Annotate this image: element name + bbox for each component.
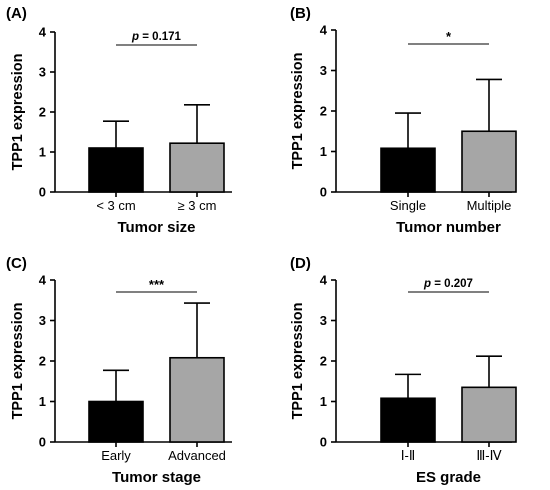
panel-b: (B) 0 1 2 3 4 TPP1 expression Single Multiple Tum… (290, 5, 517, 236)
x-axis-label-c: Tumor stage (112, 469, 201, 486)
y-tick-label-b: 0 (320, 185, 327, 200)
category-label-b-1: Single (390, 198, 426, 213)
y-tick-label-d: 2 (320, 354, 327, 369)
y-tick-label-a: 4 (39, 25, 47, 40)
category-label-d-1: Ⅰ-Ⅱ (401, 448, 416, 463)
y-tick-label-c: 3 (39, 313, 46, 328)
y-tick-label-d: 4 (320, 273, 328, 288)
y-tick-label-b: 1 (320, 144, 327, 159)
p-value-d: p = 0.207 (423, 278, 473, 290)
y-tick-label-a: 0 (39, 185, 46, 200)
category-label-a-2: ≥ 3 cm (178, 198, 217, 213)
bar-c-1 (88, 400, 144, 443)
panel-a: (A) 0 1 2 3 4 TPP1 expression < 3 cm ≥ 3 cm Tumor… (6, 5, 232, 236)
y-tick-label-b: 2 (320, 104, 327, 119)
panel-d: (D) 0 1 2 3 4 TPP1 expression Ⅰ-Ⅱ Ⅲ-Ⅳ ES grade p =… (290, 255, 517, 486)
category-label-b-2: Multiple (467, 198, 512, 213)
y-tick-label-a: 1 (39, 145, 46, 160)
panel-label-a: (A) (6, 5, 27, 22)
bar-d-2 (461, 386, 517, 443)
y-axis-label-d: TPP1 expression (290, 303, 306, 420)
y-axis-label-a: TPP1 expression (10, 54, 26, 171)
y-axis-label-b: TPP1 expression (290, 53, 306, 170)
y-tick-label-c: 1 (39, 394, 46, 409)
category-label-c-1: Early (101, 448, 131, 463)
panel-c: (C) 0 1 2 3 4 TPP1 expression Early Advanced Tumo… (6, 255, 232, 486)
p-value-symbol-d: p (423, 278, 431, 290)
y-tick-label-d: 3 (320, 313, 327, 328)
x-axis-label-a: Tumor size (117, 219, 195, 236)
y-tick-label-a: 3 (39, 65, 46, 80)
p-value-symbol-a: p (131, 31, 139, 43)
y-tick-label-b: 3 (320, 63, 327, 78)
panel-label-c: (C) (6, 255, 27, 272)
bar-a-1 (88, 147, 144, 193)
y-tick-label-d: 1 (320, 394, 327, 409)
panel-label-d: (D) (290, 255, 311, 272)
panel-label-b: (B) (290, 5, 311, 22)
bar-c-2 (169, 356, 225, 443)
y-axis-label-c: TPP1 expression (10, 303, 26, 420)
p-value-text-d: = 0.207 (431, 278, 473, 290)
y-tick-label-a: 2 (39, 105, 46, 120)
p-value-text-a: = 0.171 (139, 31, 181, 43)
y-tick-label-c: 0 (39, 435, 46, 450)
bar-b-1 (380, 147, 436, 193)
y-tick-label-b: 4 (320, 23, 328, 38)
significance-stars-b: * (446, 29, 452, 44)
y-tick-label-d: 0 (320, 435, 327, 450)
y-tick-label-c: 2 (39, 354, 46, 369)
category-label-d-2: Ⅲ-Ⅳ (476, 448, 501, 463)
category-label-a-1: < 3 cm (96, 198, 135, 213)
bar-a-2 (169, 142, 225, 193)
category-label-c-2: Advanced (168, 448, 226, 463)
x-axis-label-b: Tumor number (396, 219, 501, 236)
bar-d-1 (380, 397, 436, 443)
y-tick-label-c: 4 (39, 273, 47, 288)
p-value-a: p = 0.171 (131, 31, 182, 43)
bar-b-2 (461, 130, 517, 193)
significance-stars-c: *** (149, 277, 165, 292)
x-axis-label-d: ES grade (416, 469, 481, 486)
